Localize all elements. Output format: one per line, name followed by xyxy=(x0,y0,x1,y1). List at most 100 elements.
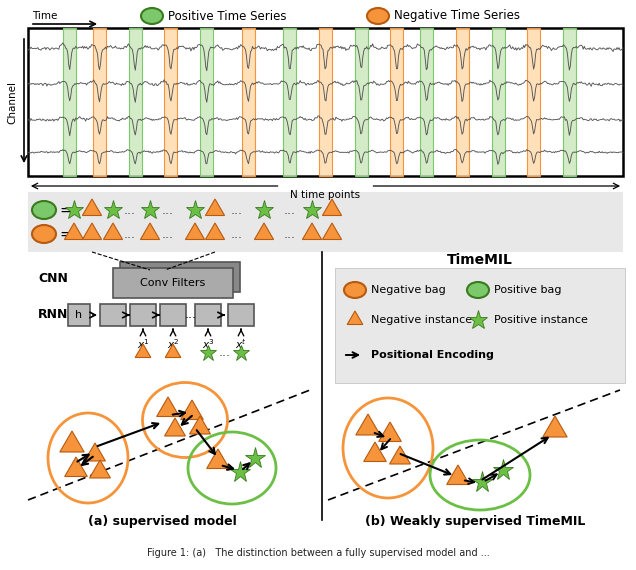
FancyBboxPatch shape xyxy=(195,304,221,326)
Text: ...: ... xyxy=(284,227,296,241)
Bar xyxy=(319,28,332,176)
Polygon shape xyxy=(207,449,230,469)
Bar xyxy=(563,28,576,176)
Bar xyxy=(492,28,504,176)
Polygon shape xyxy=(190,416,211,434)
Bar xyxy=(456,28,469,176)
Text: Positional Encoding: Positional Encoding xyxy=(371,350,494,360)
Polygon shape xyxy=(254,223,273,239)
Text: Conv Filters: Conv Filters xyxy=(141,278,205,288)
Bar xyxy=(28,192,623,252)
Text: N time points: N time points xyxy=(291,190,361,200)
Bar xyxy=(527,28,541,176)
Polygon shape xyxy=(205,223,225,239)
Bar xyxy=(63,28,76,176)
Bar xyxy=(200,28,213,176)
Ellipse shape xyxy=(467,282,489,298)
Bar xyxy=(28,28,623,176)
Bar xyxy=(391,28,403,176)
Bar xyxy=(420,28,433,176)
Text: Positive instance: Positive instance xyxy=(494,315,588,325)
FancyBboxPatch shape xyxy=(160,304,186,326)
Polygon shape xyxy=(165,344,181,357)
FancyBboxPatch shape xyxy=(100,304,126,326)
FancyBboxPatch shape xyxy=(228,304,254,326)
Text: Positive Time Series: Positive Time Series xyxy=(168,10,286,22)
FancyBboxPatch shape xyxy=(113,268,233,298)
Polygon shape xyxy=(141,223,160,239)
Polygon shape xyxy=(104,223,123,239)
Bar xyxy=(242,28,254,176)
Text: ...: ... xyxy=(124,227,136,241)
Bar xyxy=(391,28,403,176)
Bar xyxy=(63,28,76,176)
Text: h: h xyxy=(76,310,83,320)
Text: ...: ... xyxy=(219,347,230,360)
Bar xyxy=(242,28,254,176)
Bar xyxy=(200,28,213,176)
Text: ...: ... xyxy=(231,203,243,217)
Polygon shape xyxy=(205,199,225,215)
Bar xyxy=(527,28,541,176)
Bar xyxy=(355,28,368,176)
Text: CNN: CNN xyxy=(38,271,68,284)
Text: (a) supervised model: (a) supervised model xyxy=(88,515,237,528)
Ellipse shape xyxy=(344,282,366,298)
Polygon shape xyxy=(83,199,102,215)
Polygon shape xyxy=(390,446,410,464)
Ellipse shape xyxy=(32,225,56,243)
Polygon shape xyxy=(65,457,87,477)
Polygon shape xyxy=(181,400,204,420)
Ellipse shape xyxy=(32,201,56,219)
Polygon shape xyxy=(322,223,342,239)
Polygon shape xyxy=(90,460,111,478)
Text: (b) Weakly supervised TimeMIL: (b) Weakly supervised TimeMIL xyxy=(365,515,585,528)
Bar xyxy=(164,28,177,176)
Text: Negative instance: Negative instance xyxy=(371,315,472,325)
Bar xyxy=(456,28,469,176)
Polygon shape xyxy=(135,344,151,357)
Polygon shape xyxy=(83,223,102,239)
Text: $x^3$: $x^3$ xyxy=(202,337,214,351)
Text: ...: ... xyxy=(284,203,296,217)
Polygon shape xyxy=(543,416,567,437)
Polygon shape xyxy=(156,397,179,417)
Polygon shape xyxy=(186,223,205,239)
Bar xyxy=(128,28,142,176)
Ellipse shape xyxy=(141,8,163,24)
Polygon shape xyxy=(85,443,106,461)
Polygon shape xyxy=(322,199,342,215)
Ellipse shape xyxy=(367,8,389,24)
Polygon shape xyxy=(356,414,380,435)
Text: ...: ... xyxy=(184,308,197,321)
Bar xyxy=(283,28,296,176)
Text: Figure 1: (a)   The distinction between a fully supervised model and ...: Figure 1: (a) The distinction between a … xyxy=(147,548,489,558)
Text: Positive bag: Positive bag xyxy=(494,285,562,295)
Bar xyxy=(492,28,504,176)
Polygon shape xyxy=(347,311,363,324)
Bar xyxy=(128,28,142,176)
Bar xyxy=(355,28,368,176)
Text: Negative Time Series: Negative Time Series xyxy=(394,10,520,22)
Text: ...: ... xyxy=(162,203,174,217)
Text: ...: ... xyxy=(124,203,136,217)
Bar xyxy=(319,28,332,176)
Bar xyxy=(93,28,106,176)
Bar xyxy=(93,28,106,176)
Text: Negative bag: Negative bag xyxy=(371,285,446,295)
Polygon shape xyxy=(378,422,401,442)
FancyBboxPatch shape xyxy=(120,262,240,292)
Polygon shape xyxy=(364,442,386,462)
Polygon shape xyxy=(165,418,186,436)
Text: Time: Time xyxy=(32,11,57,21)
Polygon shape xyxy=(64,223,83,239)
Text: ...: ... xyxy=(162,227,174,241)
Text: TimeMIL: TimeMIL xyxy=(447,253,513,267)
Polygon shape xyxy=(60,431,84,452)
Bar xyxy=(335,268,625,383)
Text: $x^t$: $x^t$ xyxy=(235,337,247,351)
Text: =: = xyxy=(59,226,72,242)
FancyBboxPatch shape xyxy=(68,304,90,326)
Text: RNN: RNN xyxy=(38,308,69,321)
Bar xyxy=(164,28,177,176)
